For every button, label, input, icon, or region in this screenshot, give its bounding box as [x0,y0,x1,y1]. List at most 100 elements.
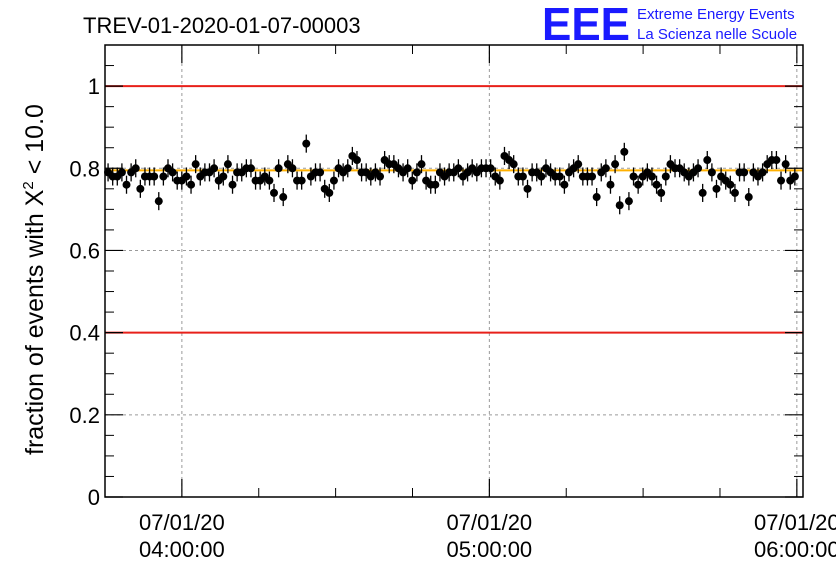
data-point [560,180,569,189]
data-point [574,160,583,169]
eee-logo: EEE Extreme Energy Events La Scienza nel… [542,0,797,50]
data-point [601,164,610,173]
data-point [168,168,177,177]
logo-mark: EEE [542,0,630,50]
data-point [592,193,601,202]
data-point [652,180,661,189]
data-point [246,164,255,173]
data-point [730,188,739,197]
data-point [634,180,643,189]
data-point [228,180,237,189]
data-point [325,188,334,197]
data-point [703,156,712,165]
data-point [620,147,629,156]
data-point [661,172,670,181]
x-tick-label-date: 07/01/20 [754,510,836,535]
data-point [150,172,159,181]
data-point [302,139,311,148]
data-point [606,180,615,189]
data-point [219,172,228,181]
y-tick-label: 0.8 [69,156,100,181]
tick-labels: 00.20.40.60.8107/01/2004:00:0007/01/2005… [69,74,836,562]
data-point [352,156,361,165]
logo-line2: La Scienza nelle Scuole [637,26,797,43]
data-point [191,160,200,169]
y-axis-label-suffix: < 10.0 [21,104,49,181]
data-point [343,164,352,173]
data-point [376,172,385,181]
data-point [412,168,421,177]
y-tick-label: 0.4 [69,321,100,346]
data-point [274,164,283,173]
data-point [698,188,707,197]
x-tick-label-time: 05:00:00 [447,537,533,562]
y-tick-label: 0 [88,485,100,510]
data-point [223,160,232,169]
x-tick-label-date: 07/01/20 [139,510,225,535]
data-point [431,180,440,189]
data-point [495,176,504,185]
data-point [417,160,426,169]
data-point [403,164,412,173]
y-tick-label: 0.2 [69,403,100,428]
data-point [136,184,145,193]
data-point [758,168,767,177]
data-point [122,180,131,189]
data-point [265,176,274,185]
data-point [629,172,638,181]
data-point [454,164,463,173]
data-point [588,172,597,181]
axis-ticks [105,44,803,498]
data-point [316,168,325,177]
reference-lines [105,85,803,334]
data-point [744,193,753,202]
data-point [117,168,126,177]
data-point [131,164,140,173]
y-tick-label: 0.6 [69,238,100,263]
data-point [712,184,721,193]
data-point [781,160,790,169]
data-point [772,156,781,165]
data-point [210,164,219,173]
data-point [647,172,656,181]
data-point [408,176,417,185]
grid [105,45,803,497]
logo-line1: Extreme Energy Events [637,6,795,23]
x-tick-label-time: 04:00:00 [139,537,225,562]
data-point [624,197,633,206]
chart-title: TREV-01-2020-01-07-00003 [83,13,361,38]
data-point [726,180,735,189]
data-point [615,201,624,210]
data-point [694,164,703,173]
data-point [297,176,306,185]
data-point [657,188,666,197]
data-point [790,172,799,181]
plot-frame [104,44,804,498]
y-axis-label-sup: 2 [20,181,37,189]
data-point [537,172,546,181]
data-point [159,172,168,181]
data-point [523,184,532,193]
data-point [182,172,191,181]
data-point [611,160,620,169]
data-series [104,134,799,215]
data-point [279,193,288,202]
data-point [270,188,279,197]
data-point [509,160,518,169]
data-point [777,176,786,185]
data-point [187,180,196,189]
data-point [740,168,749,177]
data-point [154,197,163,206]
data-point [288,164,297,173]
data-point [486,164,495,173]
y-tick-label: 1 [88,74,100,99]
y-axis-label-prefix: fraction of events with [21,206,49,455]
y-axis-label: fraction of events with X2 < 10.0 [20,104,49,455]
x-tick-label-time: 06:00:00 [754,537,836,562]
data-point [555,172,564,181]
y-axis-label-symbol: X [21,189,49,206]
data-point [329,176,338,185]
data-point [518,172,527,181]
data-point [707,168,716,177]
